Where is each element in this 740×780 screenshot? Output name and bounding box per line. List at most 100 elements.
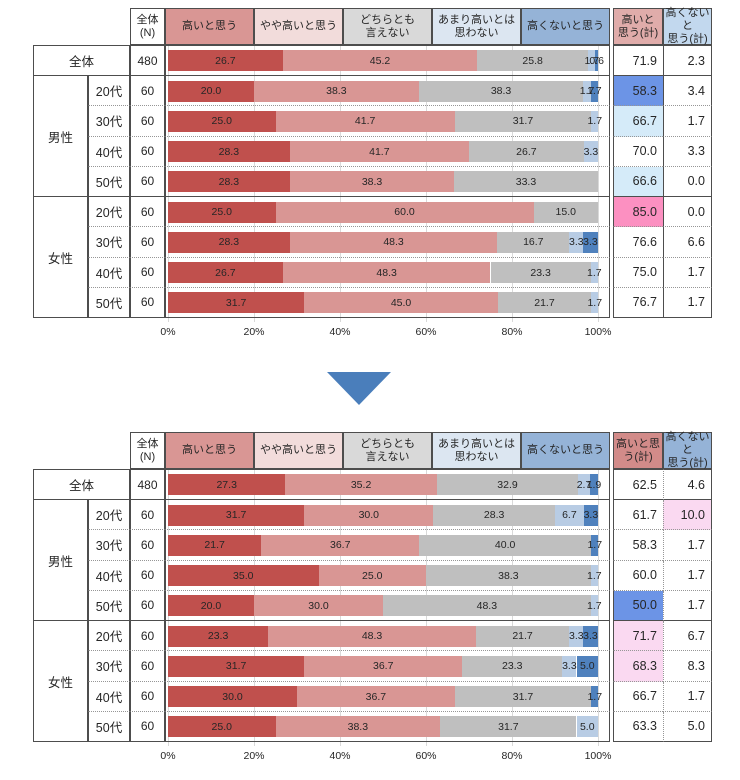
summary-high-value: 66.6 <box>613 166 663 197</box>
row-group-label: 女性 <box>33 621 88 742</box>
bar-segment-label: 35.2 <box>350 478 372 491</box>
bar-row-cell <box>165 651 610 682</box>
bar-segment-3 <box>440 716 577 738</box>
summary-header-high-text: う(計) <box>623 450 653 463</box>
bar-row-cell <box>165 621 610 652</box>
bar-segment-5 <box>595 50 598 71</box>
bar-segment-4 <box>591 110 599 132</box>
bar-segment-label: 3.3 <box>583 236 598 249</box>
bar-segment-1 <box>168 50 283 71</box>
bar-segment-label: 23.3 <box>530 266 551 279</box>
bar-segment-label: 21.7 <box>534 296 555 309</box>
row-n-value: 60 <box>130 621 165 652</box>
bar-segment-1 <box>168 565 319 587</box>
bar-segment-3 <box>469 141 584 163</box>
row-age-label: 20代 <box>88 621 130 652</box>
bar-segment-label: 1.7 <box>587 266 602 279</box>
bar-segment-1 <box>168 504 305 526</box>
bar-segment-label: 3.3 <box>583 630 598 643</box>
col-header-category-text: 言えない <box>365 450 410 463</box>
bar-segment-2 <box>304 655 463 677</box>
bar-segment-1 <box>168 110 276 132</box>
bar-segment-label: 3.3 <box>583 145 599 158</box>
bar-segment-3 <box>497 292 592 314</box>
bar-row-cell <box>165 287 610 318</box>
bar-segment-label: 28.3 <box>218 145 240 158</box>
col-header-category: どちらとも 言えない <box>343 8 432 45</box>
bar-segment-label: 1.7 <box>579 85 595 98</box>
row-n-value: 60 <box>130 530 165 561</box>
bar-segment-1 <box>168 595 254 617</box>
bar-row-cell <box>165 590 610 621</box>
bar-segment-5 <box>583 504 598 526</box>
bar-segment-5 <box>591 534 599 556</box>
axis-tick-label: 20% <box>243 750 265 762</box>
summary-low-value: 1.7 <box>663 681 712 712</box>
summary-low-value: 1.7 <box>663 590 712 621</box>
row-group-label: 全体 <box>33 45 130 76</box>
bar-segment-1 <box>168 141 290 163</box>
bar-segment-2 <box>275 201 534 223</box>
bar-segment-3 <box>497 231 570 253</box>
bar-segment-label: 5.0 <box>579 720 595 733</box>
bar-segment-1 <box>168 625 269 647</box>
bar-segment-3 <box>475 625 570 647</box>
summary-high-value: 71.9 <box>613 45 663 76</box>
summary-header-high-text: 思う(計) <box>617 26 659 39</box>
bar-segment-4 <box>578 474 590 495</box>
bar-segment-2 <box>289 141 469 163</box>
row-n-value: 60 <box>130 651 165 682</box>
bar-segment-label: 6.7 <box>562 509 577 522</box>
bar-segment-label: 48.3 <box>476 599 498 612</box>
summary-low-value: 1.7 <box>663 560 712 591</box>
col-header-n: 全体 (N) <box>130 8 165 45</box>
col-header-n-text: (N) <box>139 450 156 463</box>
row-age-label: 50代 <box>88 711 130 742</box>
bar-segment-label: 3.3 <box>568 630 584 643</box>
row-group-label: 全体 <box>33 469 130 500</box>
bar-segment-5 <box>589 474 598 495</box>
down-arrow-icon <box>327 372 391 405</box>
summary-low-value: 1.7 <box>663 257 712 288</box>
bar-segment-5 <box>583 231 598 253</box>
col-header-n-text: 全体 <box>136 437 159 450</box>
axis-tick-label: 20% <box>243 326 265 338</box>
bar-segment-label: 31.7 <box>225 509 247 522</box>
bar-segment-label: 25.0 <box>211 206 232 219</box>
bar-segment-label: 1.7 <box>584 54 600 67</box>
row-age-label: 30代 <box>88 651 130 682</box>
bar-segment-label: 30.0 <box>308 599 329 612</box>
row-group-label: 男性 <box>33 500 88 621</box>
row-age-label: 50代 <box>88 166 130 197</box>
bar-segment-2 <box>285 474 437 495</box>
bar-segment-label: 38.3 <box>498 569 519 582</box>
row-n-value: 60 <box>130 197 165 228</box>
bar-segment-label: 1.7 <box>587 569 602 582</box>
bar-segment-label: 48.3 <box>383 236 404 249</box>
summary-low-value: 0.0 <box>663 197 712 228</box>
bar-segment-label: 16.7 <box>523 236 544 249</box>
bar-segment-label: 45.0 <box>390 296 412 309</box>
row-n-value: 60 <box>130 227 165 258</box>
bar-segment-label: 32.9 <box>497 478 518 491</box>
bar-segment-label: 1.7 <box>587 690 603 703</box>
summary-header-high: 高いと思う(計) <box>613 432 663 469</box>
bar-segment-label: 23.3 <box>501 660 523 673</box>
bar-segment-5 <box>583 625 598 647</box>
bar-segment-3 <box>433 504 555 526</box>
bar-segment-label: 1.7 <box>587 599 602 612</box>
col-header-category-text: 高いと思う <box>182 444 237 456</box>
row-n-value: 60 <box>130 257 165 288</box>
bar-segment-4 <box>588 50 596 71</box>
col-header-category: どちらとも 言えない <box>343 432 432 469</box>
bar-segment-2 <box>261 534 420 556</box>
bar-segment-3 <box>462 655 563 677</box>
row-age-label: 20代 <box>88 76 130 107</box>
bar-segment-label: 28.3 <box>483 509 505 522</box>
bar-segment-4 <box>583 141 598 163</box>
summary-high-value: 62.5 <box>613 469 663 500</box>
summary-high-value: 58.3 <box>613 76 663 107</box>
axis-tick-label: 80% <box>501 326 523 338</box>
bar-row-cell <box>165 76 610 107</box>
col-header-category: 高いと思う <box>165 432 254 469</box>
